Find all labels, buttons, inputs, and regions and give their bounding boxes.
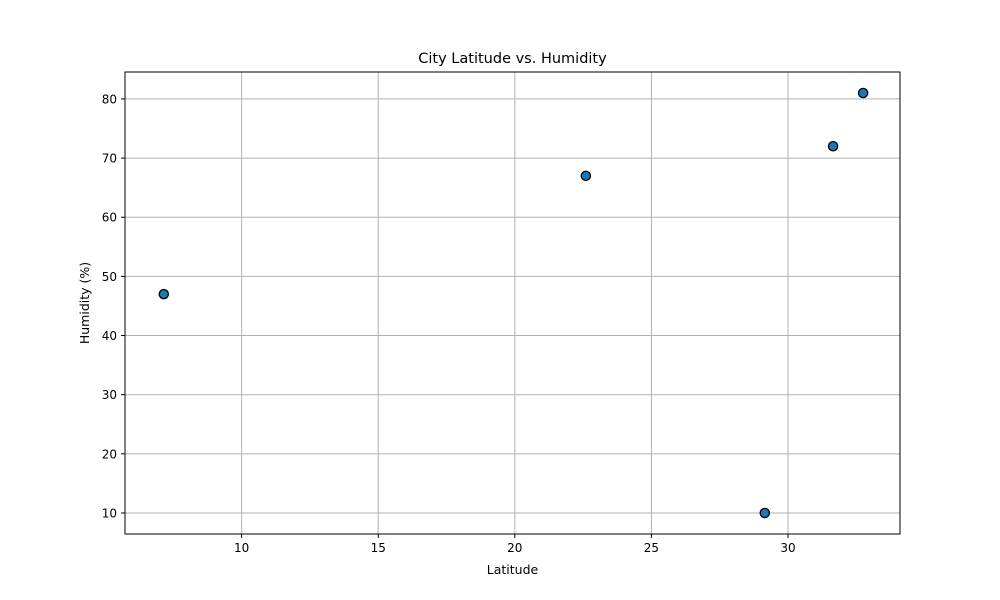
scatter-point bbox=[158, 288, 170, 300]
x-tick-label: 15 bbox=[371, 541, 386, 555]
points-layer bbox=[158, 87, 869, 519]
tick-layer: 10 15 20 25 30 10 20 30 40 50 60 70 80 bbox=[102, 92, 796, 555]
x-tick-label: 20 bbox=[507, 541, 522, 555]
plot-frame bbox=[124, 71, 901, 535]
scatter-point bbox=[580, 170, 592, 182]
y-axis-label: Humidity (%) bbox=[77, 262, 92, 344]
x-axis-label: Latitude bbox=[487, 562, 539, 577]
y-tick-label: 10 bbox=[102, 507, 117, 521]
x-tick-label: 30 bbox=[780, 541, 795, 555]
y-tick-label: 20 bbox=[102, 447, 117, 461]
scatter-point bbox=[857, 87, 869, 99]
y-tick-label: 80 bbox=[102, 92, 117, 106]
y-tick-label: 50 bbox=[102, 270, 117, 284]
y-tick-label: 30 bbox=[102, 388, 117, 402]
y-tick-label: 60 bbox=[102, 211, 117, 225]
grid-layer bbox=[125, 72, 900, 534]
x-tick-label: 25 bbox=[644, 541, 659, 555]
chart-title: City Latitude vs. Humidity bbox=[418, 51, 607, 67]
y-tick-label: 40 bbox=[102, 329, 117, 343]
scatter-point bbox=[759, 507, 771, 519]
scatter-point bbox=[827, 140, 839, 152]
y-tick-label: 70 bbox=[102, 152, 117, 166]
x-tick-label: 10 bbox=[234, 541, 249, 555]
